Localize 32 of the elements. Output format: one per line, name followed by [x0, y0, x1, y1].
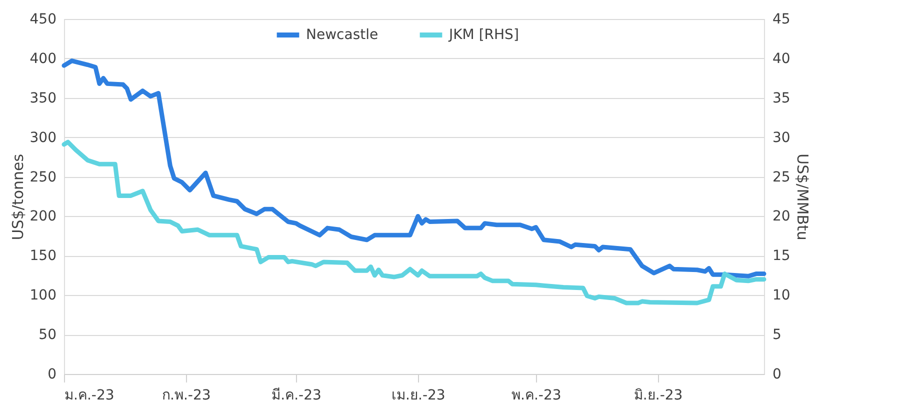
y2-tick-label: 40: [772, 50, 790, 67]
y2-tick-label: 30: [772, 130, 790, 146]
y2-tick-label: 10: [772, 288, 790, 304]
y2-axis-title: US$/MMBtu: [793, 154, 812, 240]
y-tick-label: 350: [30, 90, 56, 106]
y-tick-label: 200: [30, 208, 56, 225]
x-tick-label: พ.ค.-23: [512, 388, 562, 404]
legend-label: Newcastle: [306, 27, 378, 43]
y-tick-label: 450: [30, 12, 56, 28]
x-tick-label: มี.ค.-23: [272, 388, 322, 404]
y-tick-label: 100: [30, 288, 56, 304]
x-tick-label: ก.พ.-23: [162, 388, 211, 404]
y2-tick-label: 15: [772, 248, 790, 264]
legend-label: JKM [RHS]: [448, 27, 519, 43]
y2-tick-label: 35: [772, 90, 790, 106]
y-tick-label: 250: [30, 169, 56, 186]
x-tick-label: มิ.ย.-23: [634, 388, 683, 404]
y2-tick-label: 45: [772, 12, 790, 28]
line-series: [62, 140, 766, 306]
y-tick-label: 50: [38, 327, 56, 344]
line-series: [62, 58, 766, 278]
y-tick-label: 400: [30, 50, 56, 67]
y2-tick-label: 20: [772, 208, 790, 225]
y2-tick-label: 5: [772, 327, 782, 344]
y-tick-label: 300: [30, 130, 56, 146]
x-tick-label: ม.ค.-23: [64, 388, 114, 404]
y2-tick-label: 0: [772, 366, 782, 382]
x-tick-label: เม.ย.-23: [392, 388, 446, 404]
y-tick-label: 150: [30, 248, 56, 264]
y-axis-title: US$/tonnes: [8, 154, 27, 240]
y-tick-label: 0: [48, 366, 56, 382]
y2-tick-label: 25: [772, 169, 790, 186]
